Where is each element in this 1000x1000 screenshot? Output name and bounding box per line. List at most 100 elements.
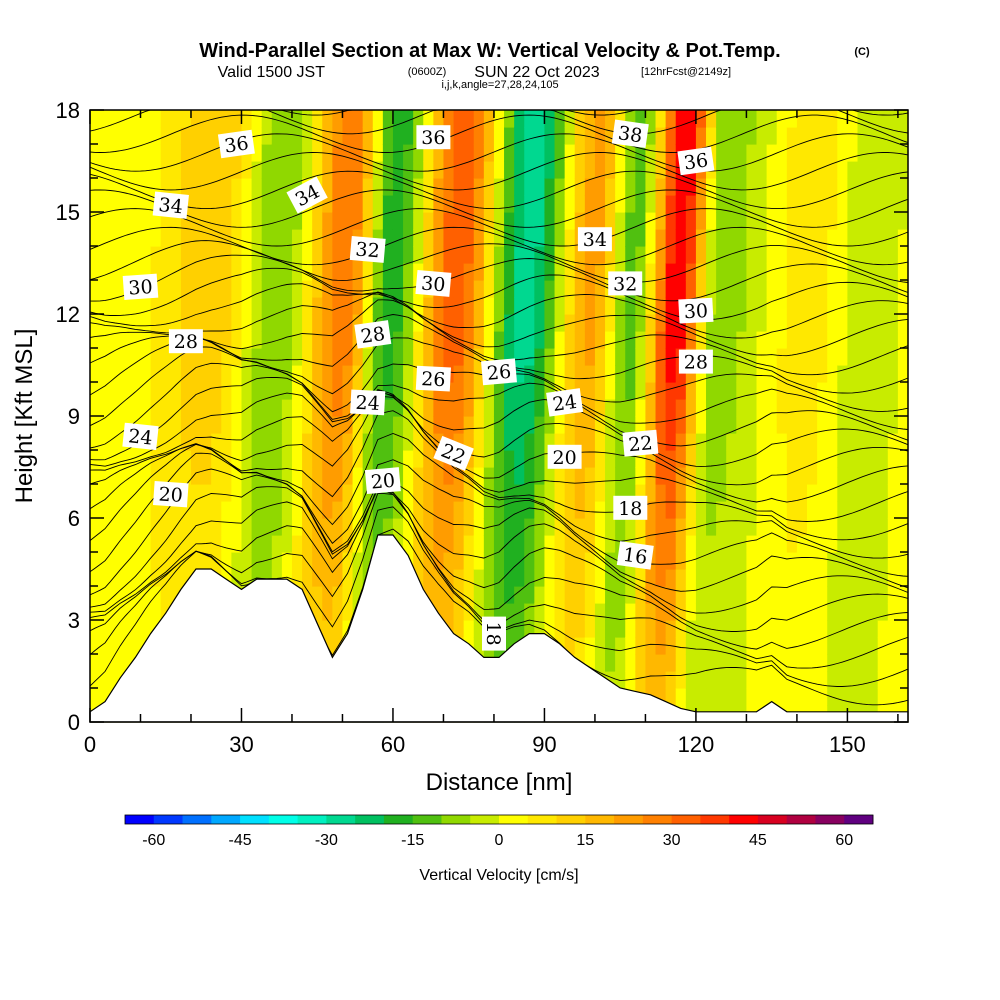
velocity-cell bbox=[867, 450, 879, 468]
velocity-cell bbox=[110, 552, 121, 570]
velocity-cell bbox=[524, 399, 535, 417]
velocity-cell bbox=[130, 110, 142, 128]
velocity-cell bbox=[594, 178, 606, 196]
velocity-cell bbox=[756, 127, 768, 145]
velocity-cell bbox=[332, 450, 344, 468]
velocity-cell bbox=[392, 246, 404, 264]
velocity-cell bbox=[140, 382, 152, 400]
velocity-cell bbox=[372, 263, 384, 281]
velocity-cell bbox=[857, 416, 869, 434]
velocity-cell bbox=[100, 416, 111, 434]
contour-label-box bbox=[622, 429, 659, 457]
velocity-cell bbox=[726, 110, 737, 128]
velocity-cell bbox=[554, 586, 566, 604]
velocity-cell bbox=[312, 467, 323, 485]
velocity-cell bbox=[847, 535, 859, 553]
velocity-cell bbox=[473, 603, 485, 621]
velocity-cell bbox=[534, 467, 546, 485]
velocity-cell bbox=[261, 297, 273, 315]
velocity-cell bbox=[211, 501, 222, 519]
velocity-cell bbox=[867, 416, 879, 434]
velocity-cell bbox=[857, 127, 869, 145]
velocity-cell bbox=[827, 178, 838, 196]
velocity-cell bbox=[594, 552, 606, 570]
velocity-cell bbox=[504, 382, 515, 400]
velocity-cell bbox=[463, 280, 475, 298]
velocity-cell bbox=[483, 127, 495, 145]
velocity-cell bbox=[504, 569, 515, 587]
colorbar-ticks: -60 -45 -30 -15 0 15 30 45 60 bbox=[142, 832, 853, 849]
velocity-cell bbox=[837, 365, 849, 383]
velocity-cell bbox=[665, 518, 677, 536]
velocity-cell bbox=[665, 161, 677, 179]
velocity-cell bbox=[635, 229, 647, 247]
velocity-cell bbox=[635, 518, 647, 536]
velocity-cell bbox=[221, 501, 232, 519]
velocity-cell bbox=[342, 450, 354, 468]
velocity-cell bbox=[403, 144, 414, 162]
velocity-cell bbox=[726, 637, 737, 655]
velocity-cell bbox=[554, 518, 566, 536]
velocity-cell bbox=[150, 603, 162, 621]
velocity-cell bbox=[413, 331, 424, 349]
velocity-cell bbox=[322, 127, 333, 145]
velocity-cell bbox=[706, 654, 717, 672]
velocity-cell bbox=[251, 433, 263, 451]
velocity-cell bbox=[281, 178, 293, 196]
contour-label-text: 26 bbox=[486, 361, 512, 385]
velocity-cell bbox=[332, 110, 344, 128]
velocity-cell bbox=[544, 127, 556, 145]
velocity-cell bbox=[332, 399, 344, 417]
velocity-cell bbox=[625, 416, 636, 434]
velocity-cell bbox=[635, 348, 647, 366]
velocity-cell bbox=[786, 297, 798, 315]
velocity-cell bbox=[352, 365, 364, 383]
velocity-cell bbox=[867, 671, 879, 689]
velocity-cell bbox=[655, 603, 667, 621]
velocity-cell bbox=[352, 280, 364, 298]
velocity-cell bbox=[150, 263, 162, 281]
isentrope-line bbox=[89, 114, 909, 153]
velocity-cell bbox=[897, 467, 909, 485]
velocity-cell bbox=[443, 110, 455, 128]
x-tick-label: 0 bbox=[84, 732, 96, 757]
velocity-cell bbox=[655, 654, 667, 672]
velocity-cell bbox=[847, 178, 859, 196]
velocity-cell bbox=[726, 569, 737, 587]
velocity-cell bbox=[90, 416, 101, 434]
velocity-cell bbox=[594, 280, 606, 298]
velocity-cell bbox=[211, 212, 222, 230]
colorbar-swatch bbox=[383, 815, 414, 824]
velocity-cell bbox=[241, 348, 253, 366]
velocity-cell bbox=[837, 280, 849, 298]
forecast-info: [12hrFcst@2149z] bbox=[641, 66, 731, 78]
velocity-cell bbox=[372, 433, 384, 451]
velocity-cell bbox=[807, 671, 818, 689]
velocity-cell bbox=[382, 229, 394, 247]
velocity-cell bbox=[483, 331, 495, 349]
velocity-cell bbox=[302, 433, 313, 451]
velocity-cell bbox=[130, 229, 142, 247]
velocity-cell bbox=[857, 212, 869, 230]
velocity-cell bbox=[504, 127, 515, 145]
velocity-cell bbox=[392, 297, 404, 315]
velocity-cell bbox=[90, 399, 101, 417]
contour-label: 30 bbox=[415, 269, 452, 297]
velocity-cell bbox=[180, 212, 192, 230]
velocity-cell bbox=[483, 178, 495, 196]
velocity-cell bbox=[190, 348, 202, 366]
velocity-cell bbox=[90, 450, 101, 468]
velocity-cell bbox=[776, 246, 788, 264]
velocity-cell bbox=[201, 518, 212, 536]
velocity-cell bbox=[251, 314, 263, 332]
velocity-cell bbox=[584, 416, 596, 434]
velocity-cell bbox=[867, 535, 879, 553]
velocity-cell bbox=[796, 586, 808, 604]
velocity-cell bbox=[706, 127, 717, 145]
velocity-cell bbox=[736, 654, 748, 672]
velocity-cell bbox=[352, 586, 364, 604]
velocity-cell bbox=[534, 246, 546, 264]
velocity-cell bbox=[817, 535, 828, 553]
velocity-cell bbox=[695, 688, 707, 706]
velocity-cell bbox=[160, 569, 172, 587]
